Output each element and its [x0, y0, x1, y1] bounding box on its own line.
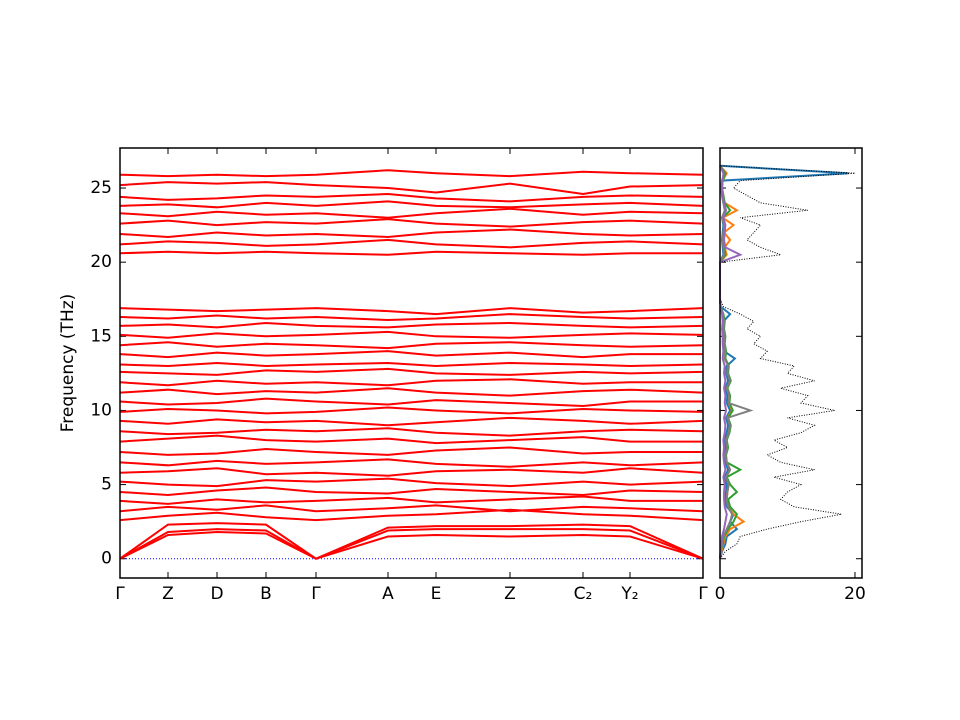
band-line [119, 427, 704, 437]
band-line [119, 330, 704, 339]
band-line [119, 238, 704, 249]
x-tick-label: Γ [311, 584, 321, 604]
band-line [119, 200, 704, 209]
band-line [119, 495, 703, 505]
band-line [119, 477, 704, 488]
x-tick-label: 20 [844, 584, 866, 604]
band-line [119, 250, 703, 256]
band-line [119, 307, 704, 316]
y-tick-label: 15 [90, 326, 112, 346]
band-line [119, 378, 703, 387]
y-tick-label: 20 [90, 252, 112, 272]
x-tick-label: Z [504, 584, 516, 604]
plot-frame [719, 147, 863, 579]
dos-line [719, 165, 856, 560]
dos-line [719, 165, 743, 559]
band-line [119, 528, 704, 560]
band-line [119, 228, 704, 238]
band-line [119, 181, 704, 195]
band-line [119, 367, 704, 376]
x-tick-label: 0 [715, 584, 726, 604]
band-line [119, 350, 703, 359]
y-tick-label: 0 [101, 549, 112, 569]
band-line [119, 207, 704, 219]
x-tick-label: Γ [115, 584, 125, 604]
band-line [119, 458, 704, 468]
x-tick-label: C₂ [574, 584, 593, 604]
band-line [119, 486, 704, 496]
y-axis-label: Frequency (THz) [58, 294, 78, 433]
band-line [119, 321, 704, 329]
band-line [119, 218, 704, 228]
x-tick-label: B [260, 584, 272, 604]
band-line [119, 416, 704, 427]
band-line [119, 504, 704, 513]
band-line [119, 406, 704, 415]
band-line [119, 446, 703, 456]
band-line [119, 434, 703, 445]
plot-frame [119, 147, 704, 579]
x-tick-label: A [382, 584, 394, 604]
x-tick-label: Γ [698, 584, 708, 604]
band-line [119, 531, 704, 560]
band-line [119, 467, 704, 477]
band-line [119, 361, 704, 367]
y-tick-label: 10 [90, 400, 112, 420]
band-line [119, 397, 703, 408]
y-tick-label: 5 [101, 475, 112, 495]
y-tick-label: 25 [90, 178, 112, 198]
x-tick-label: E [431, 584, 442, 604]
dos-line [719, 165, 754, 559]
band-line [119, 169, 704, 178]
x-tick-label: Z [162, 584, 174, 604]
band-line [119, 508, 704, 522]
band-line [119, 522, 704, 560]
band-line [119, 313, 704, 322]
band-line [119, 192, 704, 203]
band-line [119, 341, 704, 350]
band-line [119, 387, 704, 397]
x-tick-label: Y₂ [620, 584, 638, 604]
x-tick-label: D [210, 584, 223, 604]
